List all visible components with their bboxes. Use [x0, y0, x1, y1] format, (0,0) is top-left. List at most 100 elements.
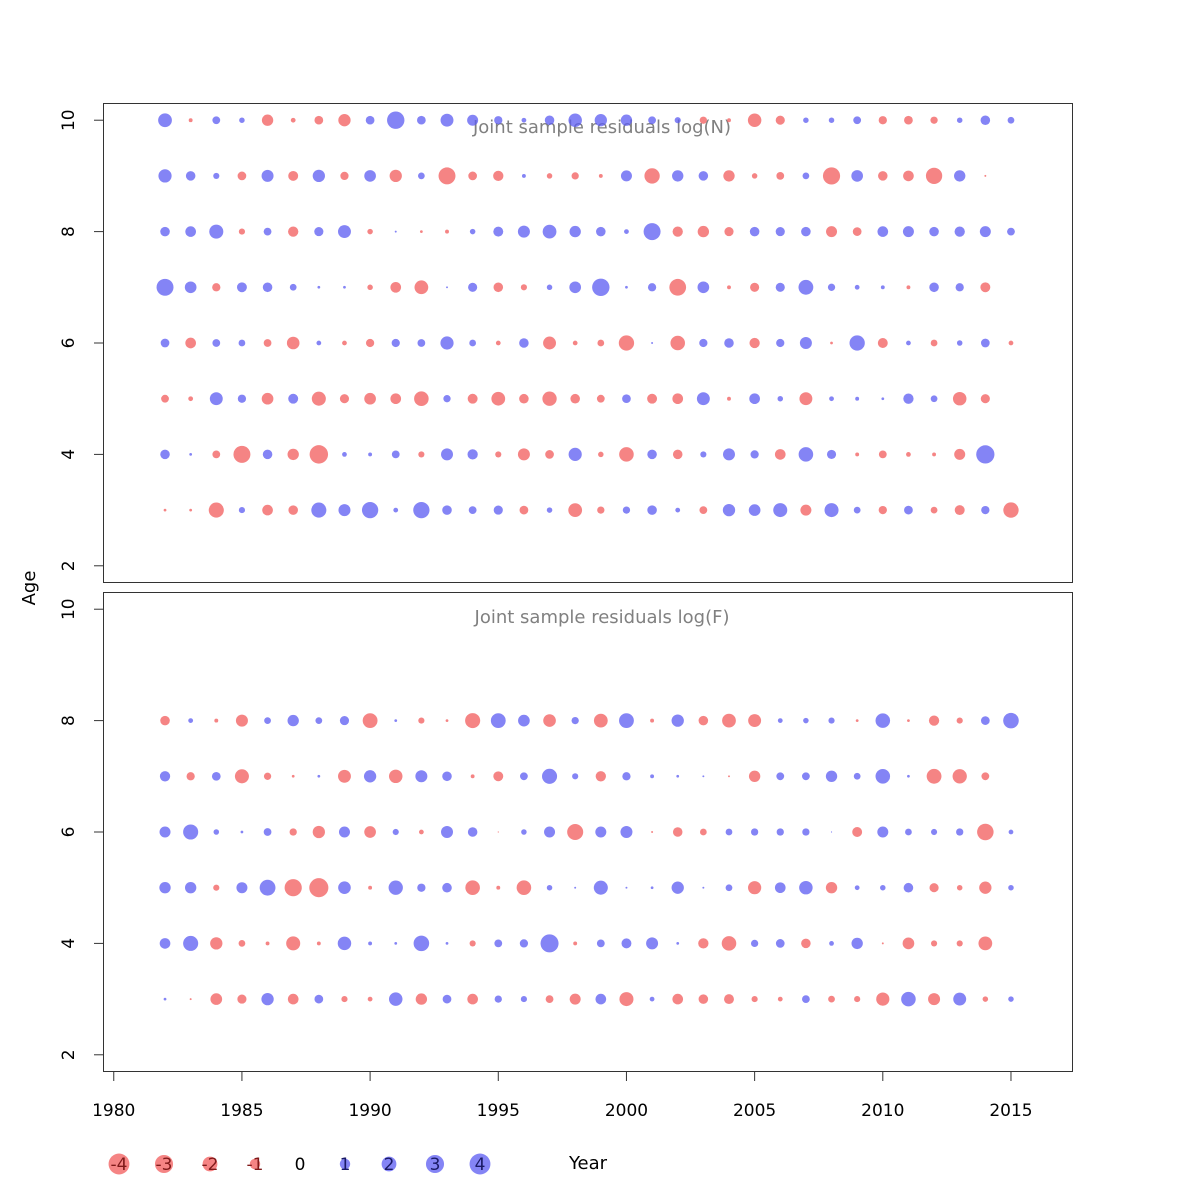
- y-tick-label: 4: [59, 449, 79, 460]
- bubble: [696, 392, 710, 406]
- bubble: [342, 340, 347, 346]
- panel-log-f-title: Joint sample residuals log(F): [474, 607, 730, 628]
- bubble: [316, 340, 322, 346]
- bubble: [648, 116, 656, 125]
- bubble: [493, 282, 504, 293]
- bubble: [543, 336, 556, 350]
- bubble: [236, 882, 248, 894]
- bubble: [828, 117, 835, 123]
- bubble: [339, 716, 350, 726]
- bubble: [956, 940, 963, 947]
- panel-log-f-y-axis: 2 4 6 8 10: [59, 598, 104, 1060]
- bubble: [208, 502, 224, 518]
- bubble: [670, 335, 686, 351]
- bubble: [493, 771, 504, 782]
- bubble: [671, 714, 684, 727]
- bubble: [361, 501, 379, 519]
- bubble: [389, 169, 402, 183]
- bubble: [233, 445, 251, 463]
- bubble: [880, 285, 885, 290]
- bubble: [338, 769, 351, 783]
- bubble: [365, 115, 375, 125]
- bubble: [929, 282, 939, 293]
- bubble: [445, 719, 449, 722]
- bubble: [954, 448, 966, 460]
- bubble: [982, 996, 989, 1002]
- bubble: [521, 117, 527, 123]
- bubble: [467, 993, 478, 1005]
- bubble: [903, 882, 914, 893]
- bubble: [446, 286, 448, 289]
- bubble: [261, 169, 274, 182]
- bubble: [906, 340, 911, 346]
- y-axis-label: Age: [19, 571, 40, 606]
- bubble: [184, 882, 197, 894]
- bubble: [980, 115, 991, 125]
- bubble: [311, 391, 326, 406]
- bubble: [364, 826, 376, 838]
- bubble: [930, 395, 938, 403]
- bubble: [749, 337, 760, 349]
- y-tick-label: 2: [59, 1049, 79, 1060]
- bubble: [418, 829, 424, 835]
- bubble: [158, 169, 172, 183]
- bubble: [674, 117, 681, 124]
- bubble: [929, 883, 939, 893]
- bubble: [1007, 227, 1015, 236]
- bubble: [675, 507, 681, 513]
- bubble: [877, 826, 889, 838]
- bubble: [238, 228, 246, 235]
- y-tick-label: 2: [59, 560, 79, 571]
- bubble: [542, 224, 557, 239]
- bubble: [851, 170, 864, 182]
- bubble: [415, 993, 428, 1005]
- bubble: [237, 994, 247, 1004]
- bubble: [748, 504, 761, 516]
- x-tick-label: 2015: [989, 1101, 1032, 1121]
- bubble: [338, 826, 350, 838]
- bubble: [825, 770, 838, 782]
- bubble: [749, 226, 760, 237]
- bubble: [288, 505, 298, 515]
- bubble: [516, 880, 532, 895]
- bubble: [394, 942, 398, 945]
- bubble: [699, 828, 707, 836]
- bubble: [776, 772, 785, 781]
- bubble: [907, 719, 910, 722]
- bubble: [622, 506, 631, 514]
- bubble: [650, 774, 655, 779]
- bubble: [825, 882, 838, 894]
- panel-log-f-bubbles: [159, 712, 1019, 1007]
- bubble: [671, 881, 684, 894]
- bubble: [290, 117, 296, 123]
- bubble: [775, 115, 785, 125]
- bubble: [468, 282, 478, 292]
- bubble: [619, 713, 634, 729]
- bubble: [727, 285, 731, 290]
- bubble: [391, 450, 400, 459]
- bubble: [699, 506, 708, 514]
- bubble: [440, 336, 454, 350]
- bubble: [419, 230, 423, 233]
- bubble: [828, 995, 835, 1003]
- panel-log-n-y-axis: 2 4 6 8 10: [59, 109, 104, 571]
- bubble: [801, 226, 811, 237]
- bubble: [545, 995, 554, 1003]
- bubble: [979, 881, 992, 894]
- bubble: [880, 884, 886, 891]
- y-tick-label: 6: [59, 338, 79, 349]
- bubble: [574, 886, 577, 889]
- bubble: [240, 830, 244, 834]
- legend-label: -1: [247, 1155, 264, 1175]
- bubble: [364, 392, 376, 405]
- bubble: [235, 714, 248, 727]
- bubble: [775, 282, 785, 292]
- bubble: [263, 227, 272, 236]
- bubble: [263, 828, 272, 836]
- bubble: [343, 285, 346, 289]
- bubble: [801, 938, 811, 949]
- y-tick-label: 10: [59, 109, 79, 131]
- bubble: [774, 449, 786, 460]
- bubble: [469, 940, 476, 947]
